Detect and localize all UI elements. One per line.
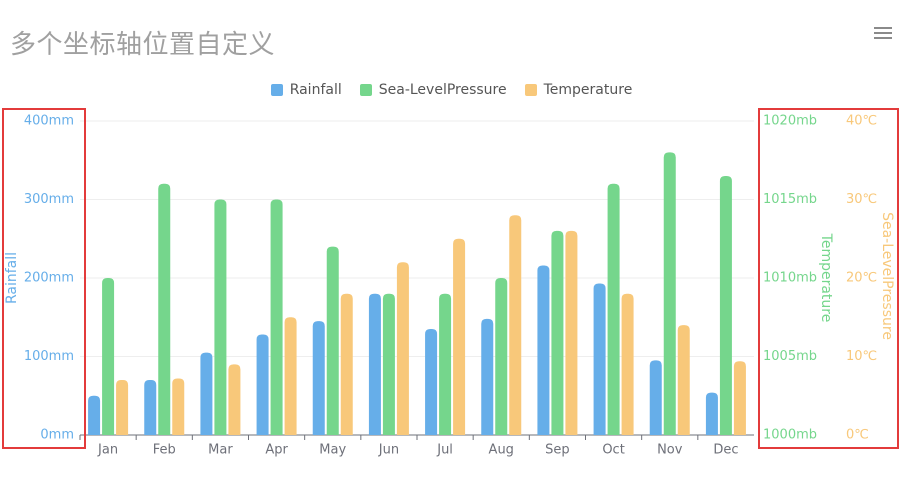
legend-swatch [359, 84, 372, 96]
bar-rainfall-aug [481, 318, 494, 435]
bar-sea-levelpressure-sep [551, 230, 564, 435]
x-tick-label: Jun [378, 443, 399, 458]
bar-temperature-mar [228, 364, 241, 435]
bar-temperature-dec [733, 361, 746, 435]
bar-temperature-aug [509, 215, 522, 435]
bar-temperature-oct [621, 293, 634, 435]
bar-rainfall-jul [425, 329, 438, 435]
bar-rainfall-nov [649, 360, 662, 435]
x-tick-label: Oct [602, 443, 624, 458]
right1-axis-tick-label: 1000mb [763, 428, 817, 443]
bar-rainfall-apr [256, 334, 269, 435]
legend-item-temperature[interactable]: Temperature [524, 82, 633, 98]
right2-axis-title: Sea-LevelPressure [879, 212, 895, 340]
bar-rainfall-sep [537, 265, 550, 435]
bar-sea-levelpressure-oct [607, 183, 620, 435]
bar-rainfall-jun [368, 293, 381, 435]
x-tick-label: Nov [657, 443, 683, 458]
bar-sea-levelpressure-aug [495, 278, 508, 435]
bar-rainfall-may [312, 321, 325, 435]
bar-sea-levelpressure-jun [382, 293, 395, 435]
bar-sea-levelpressure-mar [214, 199, 227, 435]
right2-axis-tick-label: 0℃ [846, 428, 869, 443]
bar-sea-levelpressure-feb [158, 183, 171, 435]
x-tick-label: Feb [153, 443, 176, 458]
left-axis-tick-label: 300mm [24, 192, 74, 207]
menu-icon[interactable] [874, 27, 892, 40]
left-axis-tick-label: 100mm [24, 349, 74, 364]
legend-item-rainfall[interactable]: Rainfall [270, 82, 342, 98]
bar-temperature-apr [284, 317, 297, 435]
left-axis-tick-label: 400mm [24, 114, 74, 129]
bar-rainfall-mar [200, 352, 213, 435]
bar-temperature-nov [677, 325, 690, 435]
x-tick-label: Mar [208, 443, 233, 458]
chart-title: 多个坐标轴位置自定义 [10, 30, 276, 60]
legend: Rainfall Sea-LevelPressure Temperature [0, 82, 903, 98]
right1-axis-tick-label: 1015mb [763, 192, 817, 207]
right1-axis-title: Temperature [818, 233, 834, 323]
bar-sea-levelpressure-jan [102, 278, 115, 435]
bar-rainfall-feb [144, 380, 157, 435]
x-tick-label: Dec [713, 443, 738, 458]
right-axes-highlight [758, 108, 899, 449]
bar-rainfall-dec [705, 392, 718, 435]
bar-temperature-feb [172, 378, 185, 435]
x-tick-label: May [319, 443, 346, 458]
x-tick-label: Jan [97, 443, 118, 458]
bar-temperature-sep [565, 230, 578, 435]
left-axis-tick-label: 200mm [24, 271, 74, 286]
x-tick-label: Aug [489, 443, 514, 458]
bar-sea-levelpressure-nov [663, 152, 676, 435]
legend-swatch [270, 84, 283, 96]
right1-axis-tick-label: 1020mb [763, 114, 817, 129]
legend-label: Sea-LevelPressure [378, 82, 507, 98]
bar-temperature-may [340, 293, 353, 435]
x-tick-label: Apr [265, 443, 288, 458]
legend-swatch [524, 84, 537, 96]
right2-axis-tick-label: 40℃ [846, 114, 877, 129]
bar-sea-levelpressure-apr [270, 199, 283, 435]
left-axis-title: Rainfall [4, 252, 20, 304]
left-axis-tick-label: 0mm [40, 428, 74, 443]
right2-axis-tick-label: 10℃ [846, 349, 877, 364]
left-axis-highlight [2, 108, 86, 449]
right1-axis-tick-label: 1005mb [763, 349, 817, 364]
x-tick-label: Sep [545, 443, 570, 458]
bar-sea-levelpressure-dec [719, 175, 732, 435]
right2-axis-tick-label: 20℃ [846, 271, 877, 286]
bar-sea-levelpressure-jul [439, 293, 452, 435]
bar-temperature-jul [453, 238, 466, 435]
bar-sea-levelpressure-may [326, 246, 339, 435]
legend-label: Rainfall [289, 82, 342, 98]
right2-axis-tick-label: 30℃ [846, 192, 877, 207]
x-tick-label: Jul [436, 443, 453, 458]
bar-temperature-jun [396, 262, 409, 435]
legend-item-sea-levelpressure[interactable]: Sea-LevelPressure [359, 82, 507, 98]
right1-axis-tick-label: 1010mb [763, 271, 817, 286]
bar-temperature-jan [116, 380, 129, 435]
bar-rainfall-oct [593, 283, 606, 435]
legend-label: Temperature [543, 82, 633, 98]
bar-rainfall-jan [88, 395, 101, 435]
